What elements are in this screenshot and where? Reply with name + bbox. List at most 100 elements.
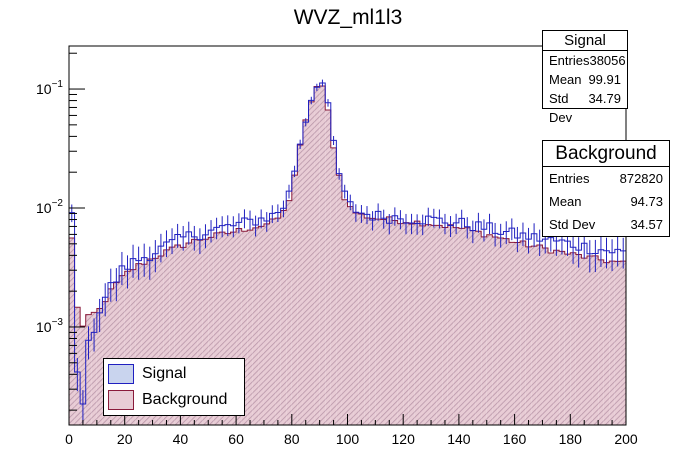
bar-background — [308, 101, 315, 425]
bar-background — [369, 218, 376, 425]
stats-value: 99.91 — [588, 72, 621, 87]
bar-background — [492, 236, 498, 425]
stats-label: Mean — [549, 194, 582, 209]
bar-background — [447, 224, 454, 425]
stats-box-background: Background Entries 872820 Mean 94.73 Std… — [542, 140, 670, 237]
bar-background — [280, 210, 287, 425]
legend-entry-signal: Signal — [108, 362, 186, 386]
bar-background — [141, 264, 147, 425]
bar-background — [135, 263, 142, 425]
bar-background — [258, 226, 264, 425]
stats-signal-row: Std Dev 34.79 — [543, 89, 627, 125]
bar-background — [436, 225, 443, 425]
x-tick-label: 120 — [392, 431, 416, 447]
bar-background — [241, 231, 248, 425]
stats-label: Entries — [549, 171, 590, 186]
bar-background — [230, 232, 237, 425]
bar-background — [581, 258, 588, 425]
stats-signal-row: Entries 38056 — [543, 51, 627, 70]
line-signal — [69, 82, 626, 405]
y-tick-label: 10−3 — [36, 317, 63, 335]
bar-background — [464, 227, 471, 425]
stats-value: 94.73 — [630, 194, 663, 209]
bar-background — [330, 147, 337, 426]
bar-background — [113, 282, 120, 425]
bar-background — [297, 144, 303, 425]
stats-value: 34.57 — [630, 217, 663, 232]
bar-background — [536, 245, 543, 425]
stats-background-row: Mean 94.73 — [543, 190, 669, 213]
bar-background — [408, 223, 415, 425]
y-axis: 10−310−210−1 — [36, 52, 85, 411]
bar-background — [302, 119, 309, 425]
bar-background — [197, 240, 203, 425]
bar-background — [319, 86, 326, 425]
legend-label: Signal — [142, 365, 187, 382]
bar-background — [520, 240, 526, 425]
y-tick-exponent: −1 — [52, 79, 64, 90]
stats-signal-title: Signal — [543, 31, 627, 51]
bar-background — [107, 288, 114, 425]
bar-background — [587, 256, 593, 425]
stats-label: Std Dev — [549, 91, 573, 125]
stats-label: Mean — [549, 72, 582, 87]
x-tick-label: 100 — [336, 431, 360, 447]
legend-label: Background — [142, 391, 228, 408]
stats-value: 34.79 — [588, 91, 621, 106]
bar-background — [263, 223, 270, 425]
stats-background-title: Background — [543, 141, 669, 167]
bar-background — [375, 219, 381, 425]
bar-background — [96, 308, 103, 425]
bar-background — [592, 255, 599, 425]
bar-background — [347, 206, 354, 425]
x-axis: 0 20 40 60 80 100 120 140 160 180 200 — [65, 414, 638, 447]
bar-background — [146, 258, 153, 425]
x-tick-label: 200 — [614, 431, 638, 447]
bar-background — [208, 237, 214, 425]
bar-background — [124, 271, 131, 425]
stats-label: Std Dev — [549, 217, 596, 232]
bar-background — [497, 238, 504, 425]
stats-box-signal: Signal Entries 38056 Mean 99.91 Std Dev … — [542, 30, 628, 125]
bar-background — [503, 238, 510, 425]
bar-background — [185, 243, 192, 425]
bar-background — [325, 110, 331, 426]
stats-value: 38056 — [589, 53, 626, 68]
bar-background — [470, 230, 476, 425]
bar-background — [353, 212, 359, 425]
bar-background — [341, 199, 348, 425]
bar-background — [174, 244, 181, 425]
bar-background — [442, 227, 448, 425]
x-tick-label: 180 — [559, 431, 583, 447]
bar-background — [620, 261, 626, 425]
bar-background — [553, 250, 560, 425]
bar-background — [603, 262, 610, 425]
bar-background — [453, 227, 459, 425]
bar-background — [69, 237, 75, 425]
bar-background — [509, 242, 515, 425]
bar-background — [525, 246, 532, 425]
bar-background — [247, 230, 253, 425]
y-tick-exponent: −2 — [52, 198, 64, 209]
bar-background — [119, 275, 125, 425]
bar-background — [531, 246, 537, 425]
legend-entry-background: Background — [108, 388, 227, 412]
stats-label: Entries — [549, 53, 590, 68]
bar-background — [403, 222, 409, 425]
bar-background — [414, 221, 420, 425]
line-background — [69, 85, 626, 327]
bar-background — [598, 259, 604, 425]
bar-background — [91, 312, 97, 425]
bar-background — [475, 231, 482, 425]
bar-background — [163, 249, 170, 425]
bar-background — [419, 225, 426, 425]
x-tick-label: 140 — [447, 431, 471, 447]
bar-background — [191, 239, 198, 425]
bar-background — [425, 224, 432, 425]
x-tick-label: 80 — [284, 431, 300, 447]
y-tick-label: 10−1 — [36, 79, 63, 97]
bar-background — [152, 258, 159, 425]
bar-background — [130, 269, 136, 425]
bar-background — [286, 200, 292, 425]
